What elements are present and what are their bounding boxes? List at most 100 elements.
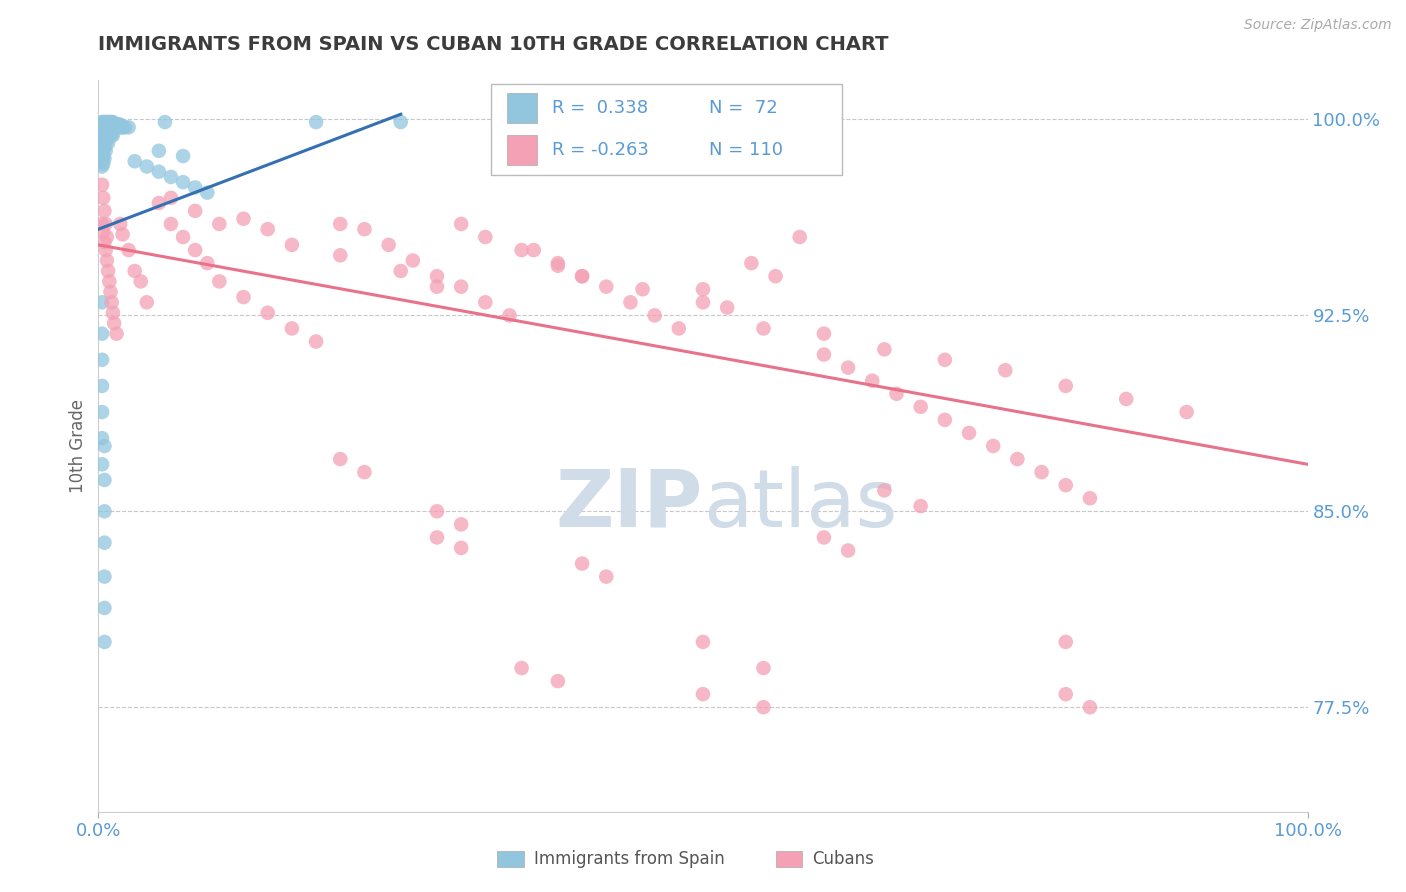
Text: Cubans: Cubans xyxy=(811,850,873,868)
Text: Immigrants from Spain: Immigrants from Spain xyxy=(534,850,724,868)
Point xyxy=(910,499,932,513)
Point xyxy=(97,115,120,129)
Point xyxy=(789,230,811,244)
Point xyxy=(450,217,472,231)
Point xyxy=(329,248,352,262)
Point xyxy=(91,225,114,239)
Point xyxy=(91,352,114,367)
Point xyxy=(595,569,617,583)
FancyBboxPatch shape xyxy=(492,84,842,176)
Point xyxy=(426,531,449,545)
Point xyxy=(305,115,328,129)
Point xyxy=(97,136,120,150)
Point xyxy=(91,458,114,472)
Point xyxy=(934,352,956,367)
Point xyxy=(91,217,114,231)
Point xyxy=(426,279,449,293)
Point xyxy=(668,321,690,335)
Point xyxy=(305,334,328,349)
Point xyxy=(93,535,115,549)
Point xyxy=(98,115,121,129)
Point xyxy=(450,279,472,293)
Point xyxy=(91,138,114,153)
Point xyxy=(256,222,278,236)
Point xyxy=(752,321,775,335)
Point xyxy=(129,275,152,289)
Point xyxy=(148,144,170,158)
Point xyxy=(402,253,425,268)
Point xyxy=(1054,379,1077,393)
Bar xyxy=(498,851,524,867)
Point xyxy=(93,235,115,250)
Point xyxy=(96,253,118,268)
Point xyxy=(813,326,835,341)
Point xyxy=(450,517,472,532)
Point xyxy=(329,452,352,467)
Point xyxy=(101,306,124,320)
Point xyxy=(96,230,118,244)
Text: N = 110: N = 110 xyxy=(709,141,783,159)
Point xyxy=(765,269,787,284)
Point xyxy=(172,230,194,244)
Point xyxy=(1115,392,1137,406)
Point xyxy=(740,256,762,270)
Point xyxy=(510,661,533,675)
Point xyxy=(208,275,231,289)
Point xyxy=(692,282,714,296)
Bar xyxy=(508,93,537,123)
Point xyxy=(450,541,472,555)
Point xyxy=(93,141,115,155)
Point xyxy=(93,123,115,137)
Point xyxy=(692,295,714,310)
Point xyxy=(837,360,859,375)
Point xyxy=(153,115,176,129)
Point xyxy=(105,326,128,341)
Point xyxy=(100,115,122,129)
Point xyxy=(329,217,352,231)
Point xyxy=(389,264,412,278)
Point xyxy=(111,227,134,242)
Point xyxy=(103,316,125,330)
Point xyxy=(91,130,114,145)
Point xyxy=(752,661,775,675)
Point xyxy=(148,196,170,211)
Point xyxy=(96,133,118,147)
Point xyxy=(94,217,117,231)
Point xyxy=(94,115,117,129)
Point xyxy=(101,115,124,129)
Point xyxy=(873,483,896,498)
Point xyxy=(91,431,114,445)
Point xyxy=(91,379,114,393)
Point xyxy=(184,203,207,218)
Point xyxy=(101,128,124,142)
Point xyxy=(716,301,738,315)
Point xyxy=(1175,405,1198,419)
Point xyxy=(96,123,118,137)
Point xyxy=(93,635,115,649)
Point xyxy=(1078,491,1101,506)
Point xyxy=(957,425,980,440)
Point xyxy=(148,164,170,178)
Point xyxy=(195,186,218,200)
Point xyxy=(860,374,883,388)
Point xyxy=(94,243,117,257)
Point xyxy=(91,295,114,310)
Point xyxy=(1054,635,1077,649)
Point xyxy=(160,217,183,231)
Point xyxy=(103,118,125,132)
Point xyxy=(94,133,117,147)
Point xyxy=(111,120,134,135)
Point xyxy=(353,222,375,236)
Point xyxy=(208,217,231,231)
Point xyxy=(91,154,114,169)
Point xyxy=(91,130,114,145)
Bar xyxy=(776,851,803,867)
Point xyxy=(195,256,218,270)
Point xyxy=(571,269,593,284)
Point xyxy=(1054,687,1077,701)
Point xyxy=(98,275,121,289)
Text: N =  72: N = 72 xyxy=(709,99,778,117)
Y-axis label: 10th Grade: 10th Grade xyxy=(69,399,87,493)
Point xyxy=(93,152,115,166)
Point xyxy=(172,175,194,189)
